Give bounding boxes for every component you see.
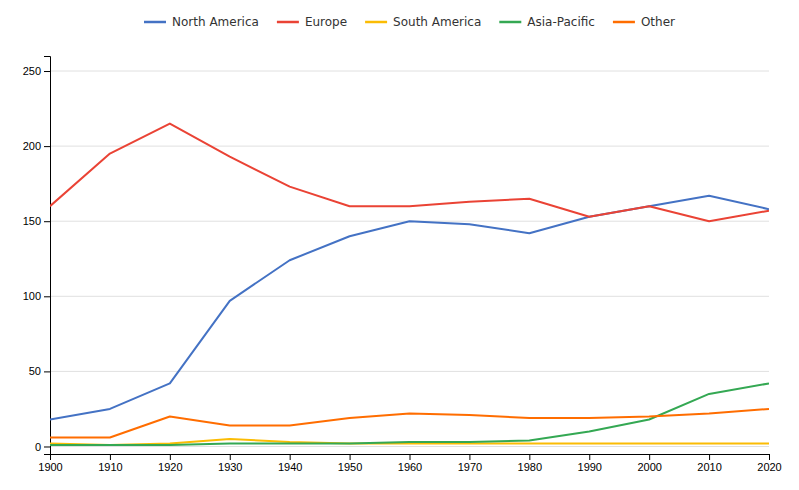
x-tick-label: 1910 (98, 461, 122, 473)
chart: 1900 1910 1920 1930 1940 1950 1960 1970 1980 1990… (0, 0, 799, 490)
legend-swatch (365, 21, 387, 24)
series-line (50, 196, 769, 420)
x-tick-mark (589, 454, 590, 460)
x-tick-label: 1960 (398, 461, 422, 473)
series-line (50, 124, 769, 222)
y-tick-mark (44, 71, 50, 72)
x-tick-label: 1940 (278, 461, 302, 473)
x-tick-label: 2010 (697, 461, 721, 473)
x-tick: 1940 (278, 454, 302, 473)
y-axis: 0 50 100 150 200 250 (23, 57, 51, 455)
y-tick-mark (44, 446, 50, 447)
grid (50, 71, 769, 446)
legend-item: Europe (277, 15, 347, 29)
plot-area (50, 124, 769, 445)
y-tick-mark (44, 146, 50, 147)
grid-line (50, 446, 769, 447)
x-tick-label: 1970 (458, 461, 482, 473)
y-tick-label: 200 (23, 140, 41, 152)
legend-item: Other (613, 15, 675, 29)
legend-label: South America (393, 15, 481, 29)
x-tick-label: 1900 (38, 461, 62, 473)
x-tick: 1960 (398, 454, 422, 473)
y-tick-label: 0 (35, 441, 41, 453)
legend-label: Other (641, 15, 675, 29)
x-tick: 1910 (98, 454, 122, 473)
x-tick-label: 1980 (518, 461, 542, 473)
y-tick-mark (44, 221, 50, 222)
x-tick-mark (410, 454, 411, 460)
legend-swatch (499, 21, 521, 24)
x-axis-line (51, 455, 770, 461)
x-tick: 1990 (578, 454, 602, 473)
x-tick-mark (350, 454, 351, 460)
y-tick: 0 (35, 441, 50, 453)
legend-item: North America (144, 15, 259, 29)
x-tick: 1970 (458, 454, 482, 473)
grid-line (50, 146, 769, 147)
legend-label: North America (172, 15, 259, 29)
y-tick: 250 (23, 65, 50, 77)
x-tick: 2000 (637, 454, 661, 473)
legend-swatch (144, 21, 166, 24)
legend-label: Asia-Pacific (527, 15, 595, 29)
x-tick: 1930 (218, 454, 242, 473)
legend-item: Asia-Pacific (499, 15, 595, 29)
x-tick-mark (230, 454, 231, 460)
x-tick-label: 2000 (637, 461, 661, 473)
y-tick-mark (44, 296, 50, 297)
x-tick-mark (170, 454, 171, 460)
x-tick-mark (649, 454, 650, 460)
y-tick: 50 (29, 365, 50, 377)
y-tick-label: 100 (23, 290, 41, 302)
x-tick-mark (709, 454, 710, 460)
x-tick-label: 1920 (158, 461, 182, 473)
legend-swatch (613, 21, 635, 24)
x-tick: 1950 (338, 454, 362, 473)
x-tick: 1920 (158, 454, 182, 473)
x-tick-label: 1990 (578, 461, 602, 473)
x-tick-mark (769, 454, 770, 460)
grid-line (50, 371, 769, 372)
grid-line (50, 296, 769, 297)
y-tick-label: 150 (23, 215, 41, 227)
x-tick-mark (469, 454, 470, 460)
y-tick-mark (44, 371, 50, 372)
x-tick-label: 1950 (338, 461, 362, 473)
legend-label: Europe (305, 15, 347, 29)
legend: North America Europe South America Asia-Pac… (144, 15, 675, 29)
x-tick-label: 1930 (218, 461, 242, 473)
x-tick-mark (110, 454, 111, 460)
x-tick: 2020 (757, 454, 781, 473)
x-tick: 1980 (518, 454, 542, 473)
series-line (50, 409, 769, 438)
y-axis-line (44, 57, 51, 455)
grid-line (50, 71, 769, 72)
y-tick: 150 (23, 215, 50, 227)
x-tick-label: 2020 (757, 461, 781, 473)
x-tick: 1900 (38, 454, 62, 473)
x-tick: 2010 (697, 454, 721, 473)
legend-item: South America (365, 15, 481, 29)
y-tick-label: 50 (29, 365, 41, 377)
y-tick: 200 (23, 140, 50, 152)
legend-swatch (277, 21, 299, 24)
x-axis: 1900 1910 1920 1930 1940 1950 1960 1970 1980 1990… (38, 454, 781, 473)
y-tick: 100 (23, 290, 50, 302)
y-tick-label: 250 (23, 65, 41, 77)
x-tick-mark (290, 454, 291, 460)
series-line (50, 383, 769, 445)
x-tick-mark (529, 454, 530, 460)
